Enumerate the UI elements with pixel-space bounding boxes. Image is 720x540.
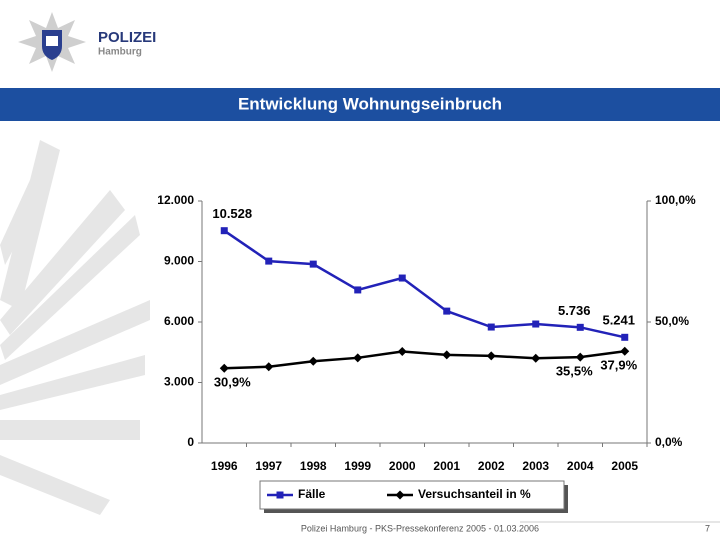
x-tick-label: 1999	[344, 459, 371, 473]
legend-marker	[276, 491, 284, 499]
marker	[486, 351, 496, 361]
data-label: 5.736	[558, 303, 591, 318]
y-tick-label: 0,0%	[655, 435, 683, 449]
y-tick-label: 0	[187, 435, 194, 449]
background-star	[0, 140, 150, 515]
data-label: 35,5%	[556, 364, 593, 379]
y-tick-label: 3.000	[164, 375, 194, 389]
marker	[264, 362, 274, 372]
marker	[308, 356, 318, 366]
x-tick-label: 2005	[611, 459, 638, 473]
x-tick-label: 2001	[433, 459, 460, 473]
logo	[18, 12, 86, 72]
marker	[487, 323, 495, 331]
footer-text: Polizei Hamburg - PKS-Pressekonferenz 20…	[301, 523, 539, 533]
org-name: POLIZEI	[98, 29, 156, 46]
legend-label: Versuchsanteil in %	[418, 487, 531, 501]
y-tick-label: 9.000	[164, 254, 194, 268]
marker	[397, 347, 407, 357]
data-label: 5.241	[602, 313, 635, 328]
series-line	[223, 229, 626, 339]
data-label: 10.528	[212, 206, 252, 221]
title-banner	[0, 88, 720, 121]
marker	[442, 350, 452, 360]
series-line	[224, 350, 625, 370]
data-label: 30,9%	[214, 375, 251, 390]
marker	[531, 353, 541, 363]
x-tick-label: 1998	[300, 459, 327, 473]
marker	[353, 353, 363, 363]
x-tick-label: 2004	[567, 459, 594, 473]
org-city: Hamburg	[98, 47, 142, 58]
marker	[443, 307, 451, 315]
marker	[576, 323, 584, 331]
x-tick-label: 1997	[255, 459, 282, 473]
x-tick-label: 2000	[389, 459, 416, 473]
y-tick-label: 12.000	[157, 193, 194, 207]
page-number: 7	[705, 523, 710, 533]
x-tick-label: 2003	[522, 459, 549, 473]
y-tick-label: 6.000	[164, 314, 194, 328]
marker	[220, 227, 228, 235]
marker	[398, 274, 406, 282]
y-tick-label: 50,0%	[655, 314, 689, 328]
marker	[532, 320, 540, 328]
legend-label: Fälle	[298, 487, 326, 501]
x-tick-label: 2002	[478, 459, 505, 473]
marker	[219, 363, 229, 373]
marker	[620, 346, 630, 356]
marker	[309, 260, 317, 268]
x-tick-label: 1996	[211, 459, 238, 473]
marker	[575, 352, 585, 362]
marker	[621, 333, 629, 341]
marker	[354, 286, 362, 294]
chart-title: Entwicklung Wohnungseinbruch	[238, 94, 502, 113]
data-label: 37,9%	[600, 358, 637, 373]
axes	[201, 201, 648, 444]
marker	[265, 257, 273, 265]
y-tick-label: 100,0%	[655, 193, 696, 207]
legend-marker	[395, 490, 405, 500]
